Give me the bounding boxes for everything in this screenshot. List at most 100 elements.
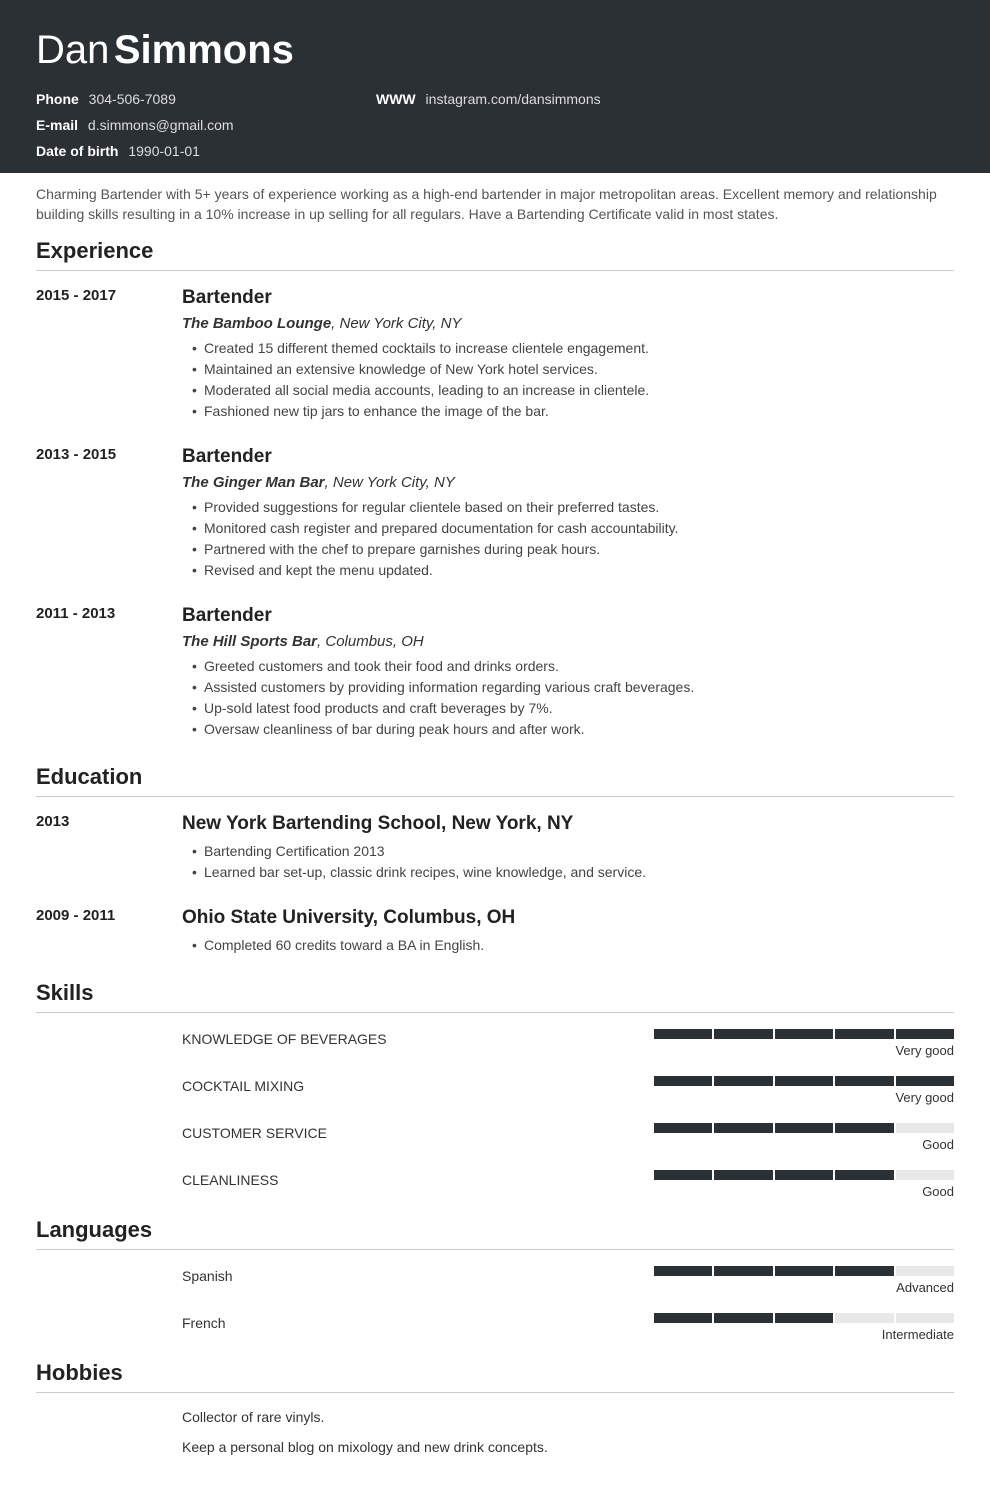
bullet-list: Greeted customers and took their food an… [182,656,954,740]
phone-label: Phone [36,91,79,107]
skill-segment [896,1123,954,1133]
entry-dates: 2013 [36,813,182,883]
bullet-list: Provided suggestions for regular cliente… [182,497,954,581]
skills-list: KNOWLEDGE OF BEVERAGES Very good COCKTAI… [36,1029,954,1199]
skill-name: Spanish [182,1266,654,1284]
entry-dates: 2011 - 2013 [36,605,182,740]
skill-meter: Good [654,1123,954,1152]
last-name: Simmons [114,28,294,72]
skill-row: French Intermediate [36,1313,954,1342]
skill-bar [654,1170,954,1180]
skill-segment [835,1170,895,1180]
skill-segment [896,1266,954,1276]
contact-email: E-mail d.simmons@gmail.com [36,117,954,133]
entry-body: Bartender The Bamboo Lounge, New York Ci… [182,287,954,422]
skill-segment [775,1266,835,1276]
skill-segment [654,1029,714,1039]
entry-dates: 2009 - 2011 [36,907,182,956]
bullet-item: Moderated all social media accounts, lea… [192,380,954,401]
job-title: Bartender [182,287,954,309]
job-company: The Ginger Man Bar, New York City, NY [182,474,954,491]
skill-row: KNOWLEDGE OF BEVERAGES Very good [36,1029,954,1058]
name-line: Dan Simmons [36,28,954,73]
skill-segment [835,1123,895,1133]
skill-row: CLEANLINESS Good [36,1170,954,1199]
contact-row-1: Phone 304-506-7089 WWW instagram.com/dan… [36,91,954,107]
skill-bar [654,1029,954,1039]
job-company: The Bamboo Lounge, New York City, NY [182,315,954,332]
skill-name: French [182,1313,654,1331]
skill-bar [654,1123,954,1133]
phone-value: 304-506-7089 [89,91,176,107]
entry-body: Bartender The Hill Sports Bar, Columbus,… [182,605,954,740]
entry-body: Ohio State University, Columbus, OH Comp… [182,907,954,956]
contact-dob: Date of birth 1990-01-01 [36,143,954,159]
resume-content: Charming Bartender with 5+ years of expe… [0,173,990,1509]
entry-body: New York Bartending School, New York, NY… [182,813,954,883]
skill-meter: Good [654,1170,954,1199]
bullet-item: Up-sold latest food products and craft b… [192,698,954,719]
bullet-item: Assisted customers by providing informat… [192,677,954,698]
bullet-list: Completed 60 credits toward a BA in Engl… [182,935,954,956]
skill-meter: Intermediate [654,1313,954,1342]
skill-segment [896,1029,954,1039]
skill-meter: Very good [654,1029,954,1058]
skill-segment [654,1266,714,1276]
skill-name: COCKTAIL MIXING [182,1076,654,1094]
first-name: Dan [36,28,109,72]
skill-level-label: Very good [654,1043,954,1058]
education-entry: 2013 New York Bartending School, New Yor… [36,813,954,883]
bullet-item: Greeted customers and took their food an… [192,656,954,677]
entry-body: Bartender The Ginger Man Bar, New York C… [182,446,954,581]
skill-segment [896,1076,954,1086]
section-education-title: Education [36,764,954,797]
bullet-item: Created 15 different themed cocktails to… [192,338,954,359]
skill-segment [835,1266,895,1276]
experience-entry: 2011 - 2013 Bartender The Hill Sports Ba… [36,605,954,740]
section-languages-title: Languages [36,1217,954,1250]
skill-segment [654,1123,714,1133]
bullet-item: Monitored cash register and prepared doc… [192,518,954,539]
skill-segment [896,1313,954,1323]
languages-list: Spanish Advanced French Intermediate [36,1266,954,1342]
skill-level-label: Intermediate [654,1327,954,1342]
skill-segment [775,1123,835,1133]
www-value: instagram.com/dansimmons [426,91,601,107]
bullet-item: Learned bar set-up, classic drink recipe… [192,862,954,883]
entry-dates: 2015 - 2017 [36,287,182,422]
section-skills-title: Skills [36,980,954,1013]
bullet-item: Fashioned new tip jars to enhance the im… [192,401,954,422]
bullet-item: Bartending Certification 2013 [192,841,954,862]
bullet-list: Bartending Certification 2013Learned bar… [182,841,954,883]
entry-dates: 2013 - 2015 [36,446,182,581]
education-title: New York Bartending School, New York, NY [182,813,954,835]
skill-name: CUSTOMER SERVICE [182,1123,654,1141]
bullet-item: Partnered with the chef to prepare garni… [192,539,954,560]
experience-entry: 2013 - 2015 Bartender The Ginger Man Bar… [36,446,954,581]
email-value: d.simmons@gmail.com [88,117,234,133]
job-title: Bartender [182,605,954,627]
skill-level-label: Good [654,1184,954,1199]
skill-segment [835,1076,895,1086]
education-entry: 2009 - 2011 Ohio State University, Colum… [36,907,954,956]
skill-bar [654,1313,954,1323]
skill-bar [654,1076,954,1086]
skill-meter: Advanced [654,1266,954,1295]
bullet-list: Created 15 different themed cocktails to… [182,338,954,422]
skill-segment [896,1170,954,1180]
skill-level-label: Good [654,1137,954,1152]
education-title: Ohio State University, Columbus, OH [182,907,954,929]
bullet-item: Oversaw cleanliness of bar during peak h… [192,719,954,740]
skill-segment [714,1123,774,1133]
skill-segment [654,1170,714,1180]
education-list: 2013 New York Bartending School, New Yor… [36,813,954,956]
skill-segment [654,1313,714,1323]
contact-www: WWW instagram.com/dansimmons [376,91,656,107]
skill-segment [775,1170,835,1180]
skill-segment [775,1313,835,1323]
hobbies-list: Collector of rare vinyls.Keep a personal… [36,1409,954,1455]
hobby-line: Collector of rare vinyls. [36,1409,954,1425]
www-label: WWW [376,91,416,107]
bullet-item: Provided suggestions for regular cliente… [192,497,954,518]
skill-segment [714,1076,774,1086]
